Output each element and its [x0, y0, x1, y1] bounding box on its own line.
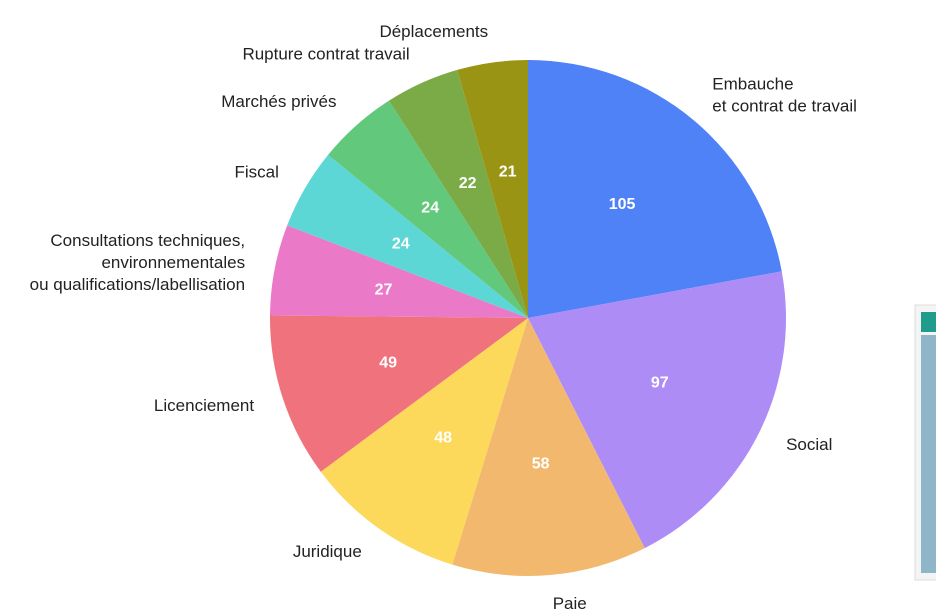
value-label: 48	[434, 429, 452, 446]
value-label: 105	[609, 196, 636, 213]
value-label: 22	[459, 175, 477, 192]
category-label: Déplacements	[379, 22, 488, 41]
category-label: Marchés privés	[221, 92, 336, 111]
value-label: 49	[379, 355, 397, 372]
pie-slice	[452, 318, 645, 576]
value-label: 21	[499, 164, 517, 181]
pie-slice	[457, 60, 528, 318]
value-label: 97	[651, 374, 669, 391]
pie-slice	[528, 60, 782, 318]
category-label: Licenciement	[154, 396, 254, 415]
category-label: Fiscal	[234, 163, 278, 182]
value-label: 27	[375, 282, 393, 299]
pie-slice	[389, 69, 528, 318]
pie-slice	[287, 154, 528, 318]
pie-slice	[270, 315, 528, 472]
category-label: Paie	[553, 594, 587, 613]
pie-slice	[328, 100, 528, 318]
category-label: Juridique	[293, 543, 362, 562]
pie-slice	[320, 318, 528, 565]
value-label: 58	[532, 456, 550, 473]
value-label: 24	[392, 235, 410, 252]
pie-slice	[270, 225, 528, 318]
category-label: Rupture contrat travail	[242, 45, 409, 64]
value-label: 24	[421, 199, 439, 216]
category-label: Social	[786, 435, 832, 454]
thumbnail	[914, 304, 936, 581]
category-label: Embauche et contrat de travail	[712, 75, 857, 116]
category-label: Consultations techniques, environnemental…	[30, 232, 245, 295]
pie-slice	[528, 271, 786, 549]
